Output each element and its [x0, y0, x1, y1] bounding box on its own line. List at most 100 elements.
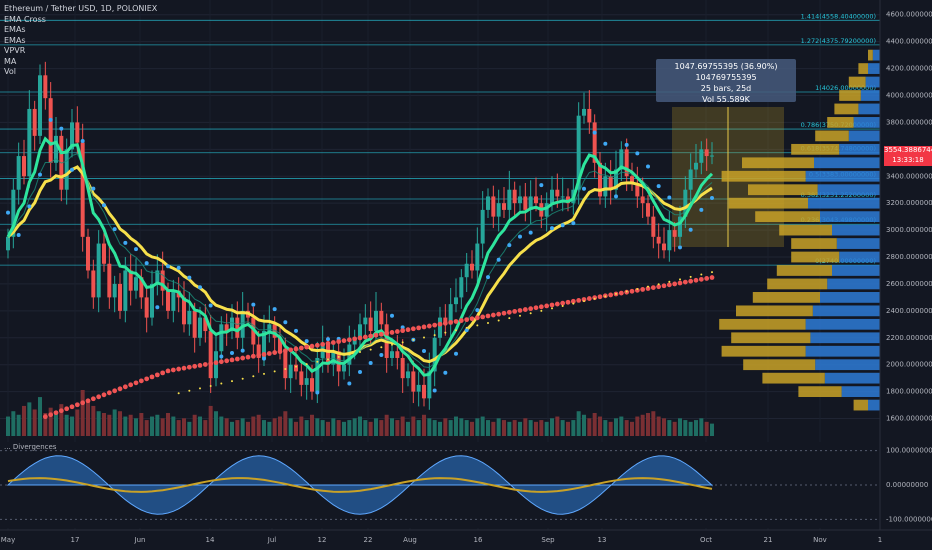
ma-long-dot — [261, 352, 267, 357]
candle-body — [230, 317, 234, 332]
candle-body — [688, 169, 693, 190]
volume-bar — [27, 402, 32, 436]
volume-bar — [550, 418, 554, 436]
ma-long-dot — [122, 384, 128, 390]
volume-bar — [240, 418, 245, 436]
ma-yellow-dot — [615, 292, 617, 295]
indicator-emas-1[interactable]: EMAs — [4, 25, 26, 34]
volume-bar — [598, 416, 602, 436]
ma-long-dot — [154, 372, 160, 378]
ma-long-dot — [186, 364, 192, 370]
y-tick-label: 4200.00000000 — [886, 65, 932, 73]
ma-long-dot — [464, 317, 470, 323]
volume-bar — [534, 421, 538, 436]
volume-bar — [128, 414, 133, 436]
volume-bar — [374, 418, 378, 436]
osc-tick-label: 100.00000000 — [886, 447, 932, 455]
candle-body — [459, 277, 464, 298]
candle-body — [651, 216, 656, 237]
indicator-lines — [6, 117, 715, 420]
volume-bar — [635, 416, 640, 436]
ma-long-dot — [240, 355, 246, 361]
volume-bar — [656, 416, 661, 436]
ma-yellow-dot — [700, 273, 703, 276]
vpvr-bar-buy — [752, 292, 820, 303]
ma-long-dot — [485, 313, 491, 319]
psar-dot — [646, 164, 650, 169]
volume-bar — [566, 421, 570, 436]
ma-long-dot — [528, 306, 534, 312]
y-tick-label: 1800.00000000 — [886, 388, 932, 396]
vpvr-bar-sell — [839, 143, 880, 155]
fib-label: 1.272(4375.79200000) — [801, 37, 876, 45]
candle-body — [70, 122, 74, 150]
y-tick-label: 3800.00000000 — [886, 118, 932, 126]
volume-bar — [331, 418, 336, 436]
last-price-badge: 3554.38867445 13:33:18 — [884, 146, 932, 166]
ma-yellow-dot — [241, 377, 244, 380]
volume-bar — [646, 413, 650, 436]
vpvr-bar-sell — [853, 117, 880, 128]
volume-bar — [80, 390, 85, 436]
ma-yellow-dot — [508, 317, 511, 320]
x-tick-label: Aug — [403, 536, 417, 544]
vpvr-bar-sell — [814, 157, 880, 169]
volume-bar — [699, 418, 704, 436]
psar-dot — [155, 305, 160, 310]
volume-bar — [91, 405, 96, 436]
psar-dot — [358, 369, 362, 374]
vpvr-bar-buy — [791, 143, 840, 155]
ma-long-dot — [608, 292, 614, 298]
ma-long-dot — [592, 295, 598, 301]
psar-dot — [48, 117, 53, 122]
ma-yellow-dot — [551, 307, 553, 310]
candle-body — [310, 378, 314, 392]
candle-body — [91, 270, 96, 298]
indicator-vpvr[interactable]: VPVR — [4, 46, 26, 55]
y-tick-label: 4000.00000000 — [886, 91, 932, 99]
y-tick-label: 2200.00000000 — [886, 334, 932, 342]
ma-long-dot — [469, 316, 475, 322]
volume-bar — [352, 418, 357, 436]
indicator-ema-cross[interactable]: EMA Cross — [4, 14, 46, 24]
ma-yellow-dot — [487, 321, 489, 324]
candle-body — [672, 230, 677, 237]
vpvr-bar-buy — [742, 157, 814, 169]
vpvr-bar-buy — [736, 305, 813, 317]
vpvr-bar-sell — [824, 372, 880, 384]
candle-body — [555, 189, 560, 197]
ma-long-dot — [693, 277, 699, 283]
psar-dot — [315, 390, 320, 395]
psar-dot — [571, 221, 576, 226]
x-tick-label: 12 — [318, 536, 327, 544]
x-tick-label: May — [1, 536, 15, 544]
ma-yellow-dot — [305, 363, 308, 366]
volume-bar — [432, 420, 437, 436]
ma-long-dot — [224, 358, 230, 364]
volume-bar — [576, 411, 581, 436]
vpvr-bar-buy — [776, 265, 832, 276]
countdown-timer: 13:33:18 — [892, 155, 924, 164]
volume-bar — [320, 420, 325, 436]
candle-body — [630, 176, 634, 183]
volume-bar — [406, 421, 410, 436]
volume-bar — [528, 420, 533, 436]
candle-body — [544, 203, 549, 217]
indicator-ma[interactable]: MA — [4, 56, 17, 66]
volume-bar — [123, 416, 128, 436]
measure-line-1: 1047.69755395 (36.90%) 104769755395 — [674, 62, 778, 82]
candle-body — [198, 317, 202, 338]
indicator-emas-2[interactable]: EMAs — [4, 35, 26, 45]
ma-long-dot — [64, 406, 70, 412]
indicator-vol[interactable]: Vol — [4, 67, 16, 76]
psar-dot — [219, 354, 224, 359]
ma-yellow-dot — [647, 285, 649, 288]
candle-body — [144, 297, 149, 318]
candle-body — [507, 189, 512, 210]
ma-yellow-dot — [593, 297, 596, 300]
y-tick-label: 3000.00000000 — [886, 226, 932, 234]
candle-body — [283, 351, 288, 379]
volume-bar — [416, 420, 421, 436]
psar-dot — [134, 247, 138, 252]
